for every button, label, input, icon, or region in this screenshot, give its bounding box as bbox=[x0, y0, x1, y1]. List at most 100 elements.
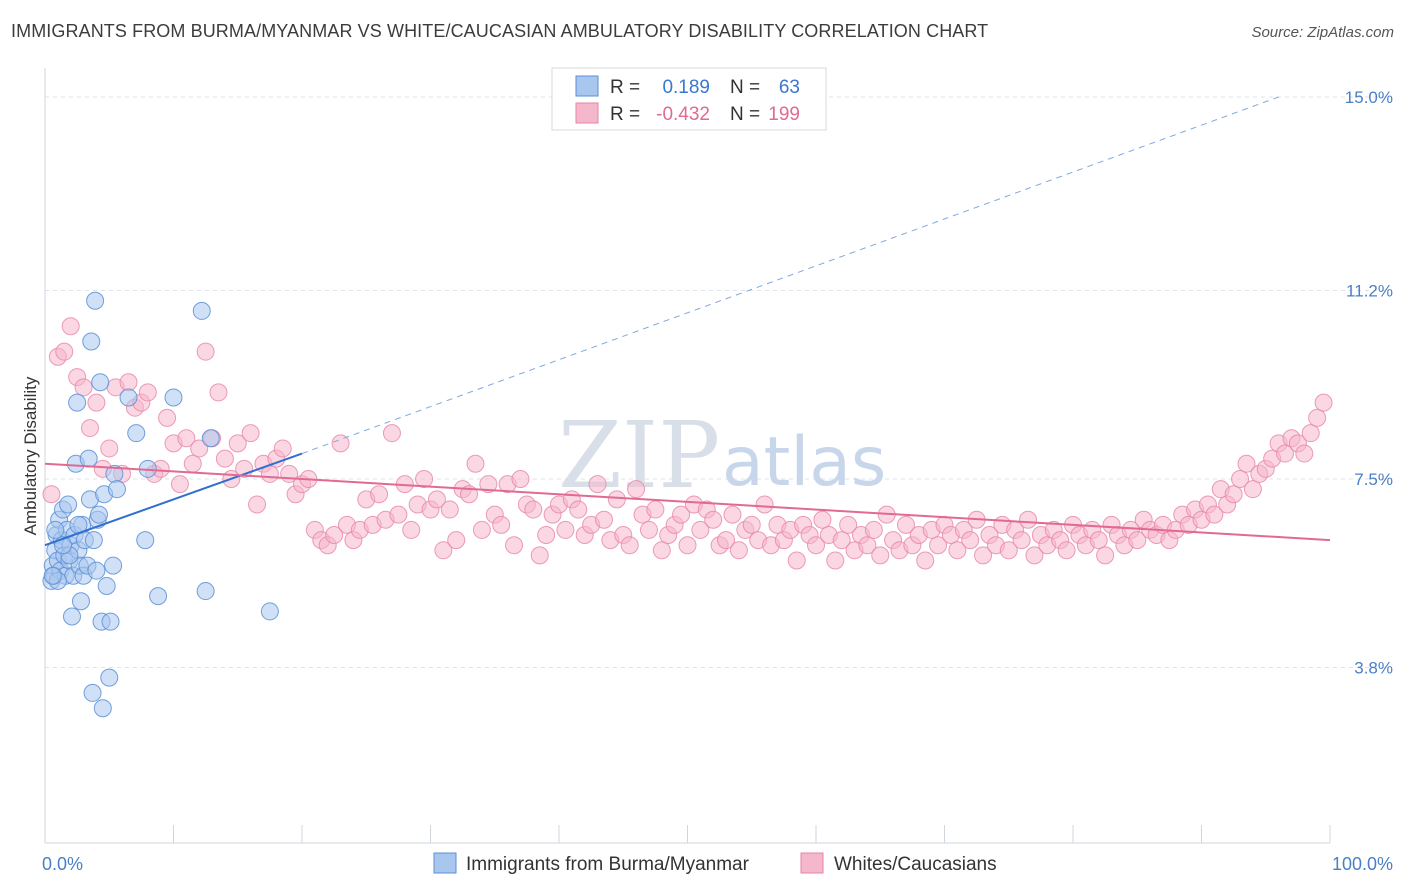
legend-blue-swatch bbox=[575, 75, 599, 97]
blue-point bbox=[68, 393, 87, 412]
pink-point bbox=[813, 510, 832, 529]
blue-point bbox=[84, 531, 103, 550]
y-axis-title: Ambulatory Disability bbox=[21, 376, 40, 535]
pink-point bbox=[1128, 531, 1147, 550]
pink-point bbox=[929, 536, 948, 555]
pink-point bbox=[87, 393, 106, 412]
pink-point bbox=[447, 531, 466, 550]
pink-point bbox=[1314, 393, 1333, 412]
blue-point bbox=[46, 520, 65, 539]
legend-pink-n-label: N = bbox=[730, 104, 760, 125]
blue-point bbox=[83, 683, 102, 702]
pink-point bbox=[511, 470, 530, 488]
pink-point bbox=[177, 429, 196, 448]
pink-point bbox=[492, 515, 511, 534]
y-tick-label-1: 7.5% bbox=[1354, 470, 1393, 489]
pink-point bbox=[999, 541, 1018, 560]
pink-point bbox=[569, 500, 588, 519]
blue-point bbox=[59, 495, 78, 514]
pink-point bbox=[1096, 546, 1115, 565]
blue-point bbox=[149, 587, 168, 606]
pink-point bbox=[1019, 510, 1038, 529]
pink-point bbox=[839, 515, 858, 534]
pink-point bbox=[678, 536, 697, 555]
pink-point bbox=[826, 551, 845, 570]
legend-blue-n-label: N = bbox=[730, 77, 760, 98]
pink-point bbox=[228, 434, 247, 453]
pink-point bbox=[961, 531, 980, 550]
pink-point bbox=[948, 541, 967, 560]
pink-point bbox=[190, 439, 209, 458]
legend-blue-r-value: 0.189 bbox=[662, 77, 710, 98]
pink-point bbox=[209, 383, 228, 402]
source-label: Source: ZipAtlas.com bbox=[1251, 24, 1394, 41]
pink-point bbox=[858, 536, 877, 555]
blue-point bbox=[119, 388, 138, 407]
bottom-legend-blue-swatch bbox=[433, 852, 457, 874]
pink-point bbox=[916, 551, 935, 570]
blue-trend-line-extension bbox=[301, 96, 1279, 455]
legend-blue-n-value: 63 bbox=[779, 77, 800, 98]
pink-point bbox=[787, 551, 806, 570]
pink-point bbox=[717, 531, 736, 550]
pink-point bbox=[607, 490, 626, 509]
pink-point bbox=[402, 520, 421, 539]
pink-trend-line bbox=[44, 462, 1331, 542]
legend-pink-n-value: 199 bbox=[768, 104, 800, 125]
legend: R = 0.189 N = 63 R = -0.432 N = 199 bbox=[551, 67, 827, 131]
pink-point bbox=[415, 470, 434, 488]
pink-point bbox=[1224, 485, 1243, 504]
pink-point bbox=[832, 531, 851, 550]
pink-point bbox=[530, 546, 549, 565]
blue-point bbox=[201, 429, 220, 448]
pink-point bbox=[1243, 480, 1262, 499]
pink-point bbox=[807, 536, 825, 555]
pink-point bbox=[158, 408, 177, 427]
pink-point bbox=[974, 546, 993, 565]
pink-point bbox=[100, 439, 119, 458]
bottom-legend: Immigrants from Burma/Myanmar Whites/Cau… bbox=[433, 852, 997, 875]
blue-point bbox=[87, 561, 106, 580]
blue-point bbox=[43, 566, 62, 585]
pink-point bbox=[691, 520, 710, 539]
y-tick-label-2: 11.2% bbox=[1346, 282, 1393, 301]
blue-point bbox=[101, 612, 120, 631]
pink-point bbox=[524, 500, 543, 519]
pink-point bbox=[80, 419, 99, 438]
legend-pink-r-value: -0.432 bbox=[656, 104, 710, 125]
pink-point bbox=[1025, 546, 1044, 565]
pink-point bbox=[639, 520, 658, 539]
pink-point bbox=[138, 383, 157, 402]
blue-point bbox=[93, 699, 112, 718]
pink-point bbox=[440, 500, 459, 519]
pink-point bbox=[1276, 444, 1295, 463]
pink-point bbox=[704, 510, 723, 529]
y-tick-label-0: 3.8% bbox=[1354, 658, 1393, 677]
blue-point bbox=[86, 291, 105, 310]
blue-point bbox=[136, 531, 155, 550]
pink-point bbox=[1308, 408, 1327, 427]
legend-blue-r-label: R = bbox=[610, 77, 640, 98]
blue-point bbox=[127, 424, 146, 443]
trend-lines bbox=[44, 96, 1331, 547]
pink-point bbox=[325, 526, 344, 545]
pink-point bbox=[42, 485, 61, 504]
blue-point bbox=[62, 607, 81, 626]
pink-point bbox=[1237, 454, 1256, 473]
pink-point bbox=[183, 454, 202, 473]
blue-trend-line bbox=[44, 452, 303, 547]
blue-point bbox=[91, 373, 110, 392]
pink-point bbox=[588, 475, 607, 494]
x-tick-label-1: 100.0% bbox=[1332, 854, 1393, 874]
pink-point bbox=[627, 480, 646, 499]
pink-point bbox=[594, 510, 613, 529]
pink-point bbox=[1089, 531, 1108, 550]
pink-point bbox=[472, 520, 491, 539]
bottom-legend-pink-label: Whites/Caucasians bbox=[834, 854, 997, 875]
pink-point bbox=[1205, 505, 1224, 524]
pink-point bbox=[196, 342, 215, 361]
pink-point bbox=[248, 495, 267, 514]
blue-point bbox=[82, 332, 101, 351]
pink-point bbox=[389, 505, 408, 524]
